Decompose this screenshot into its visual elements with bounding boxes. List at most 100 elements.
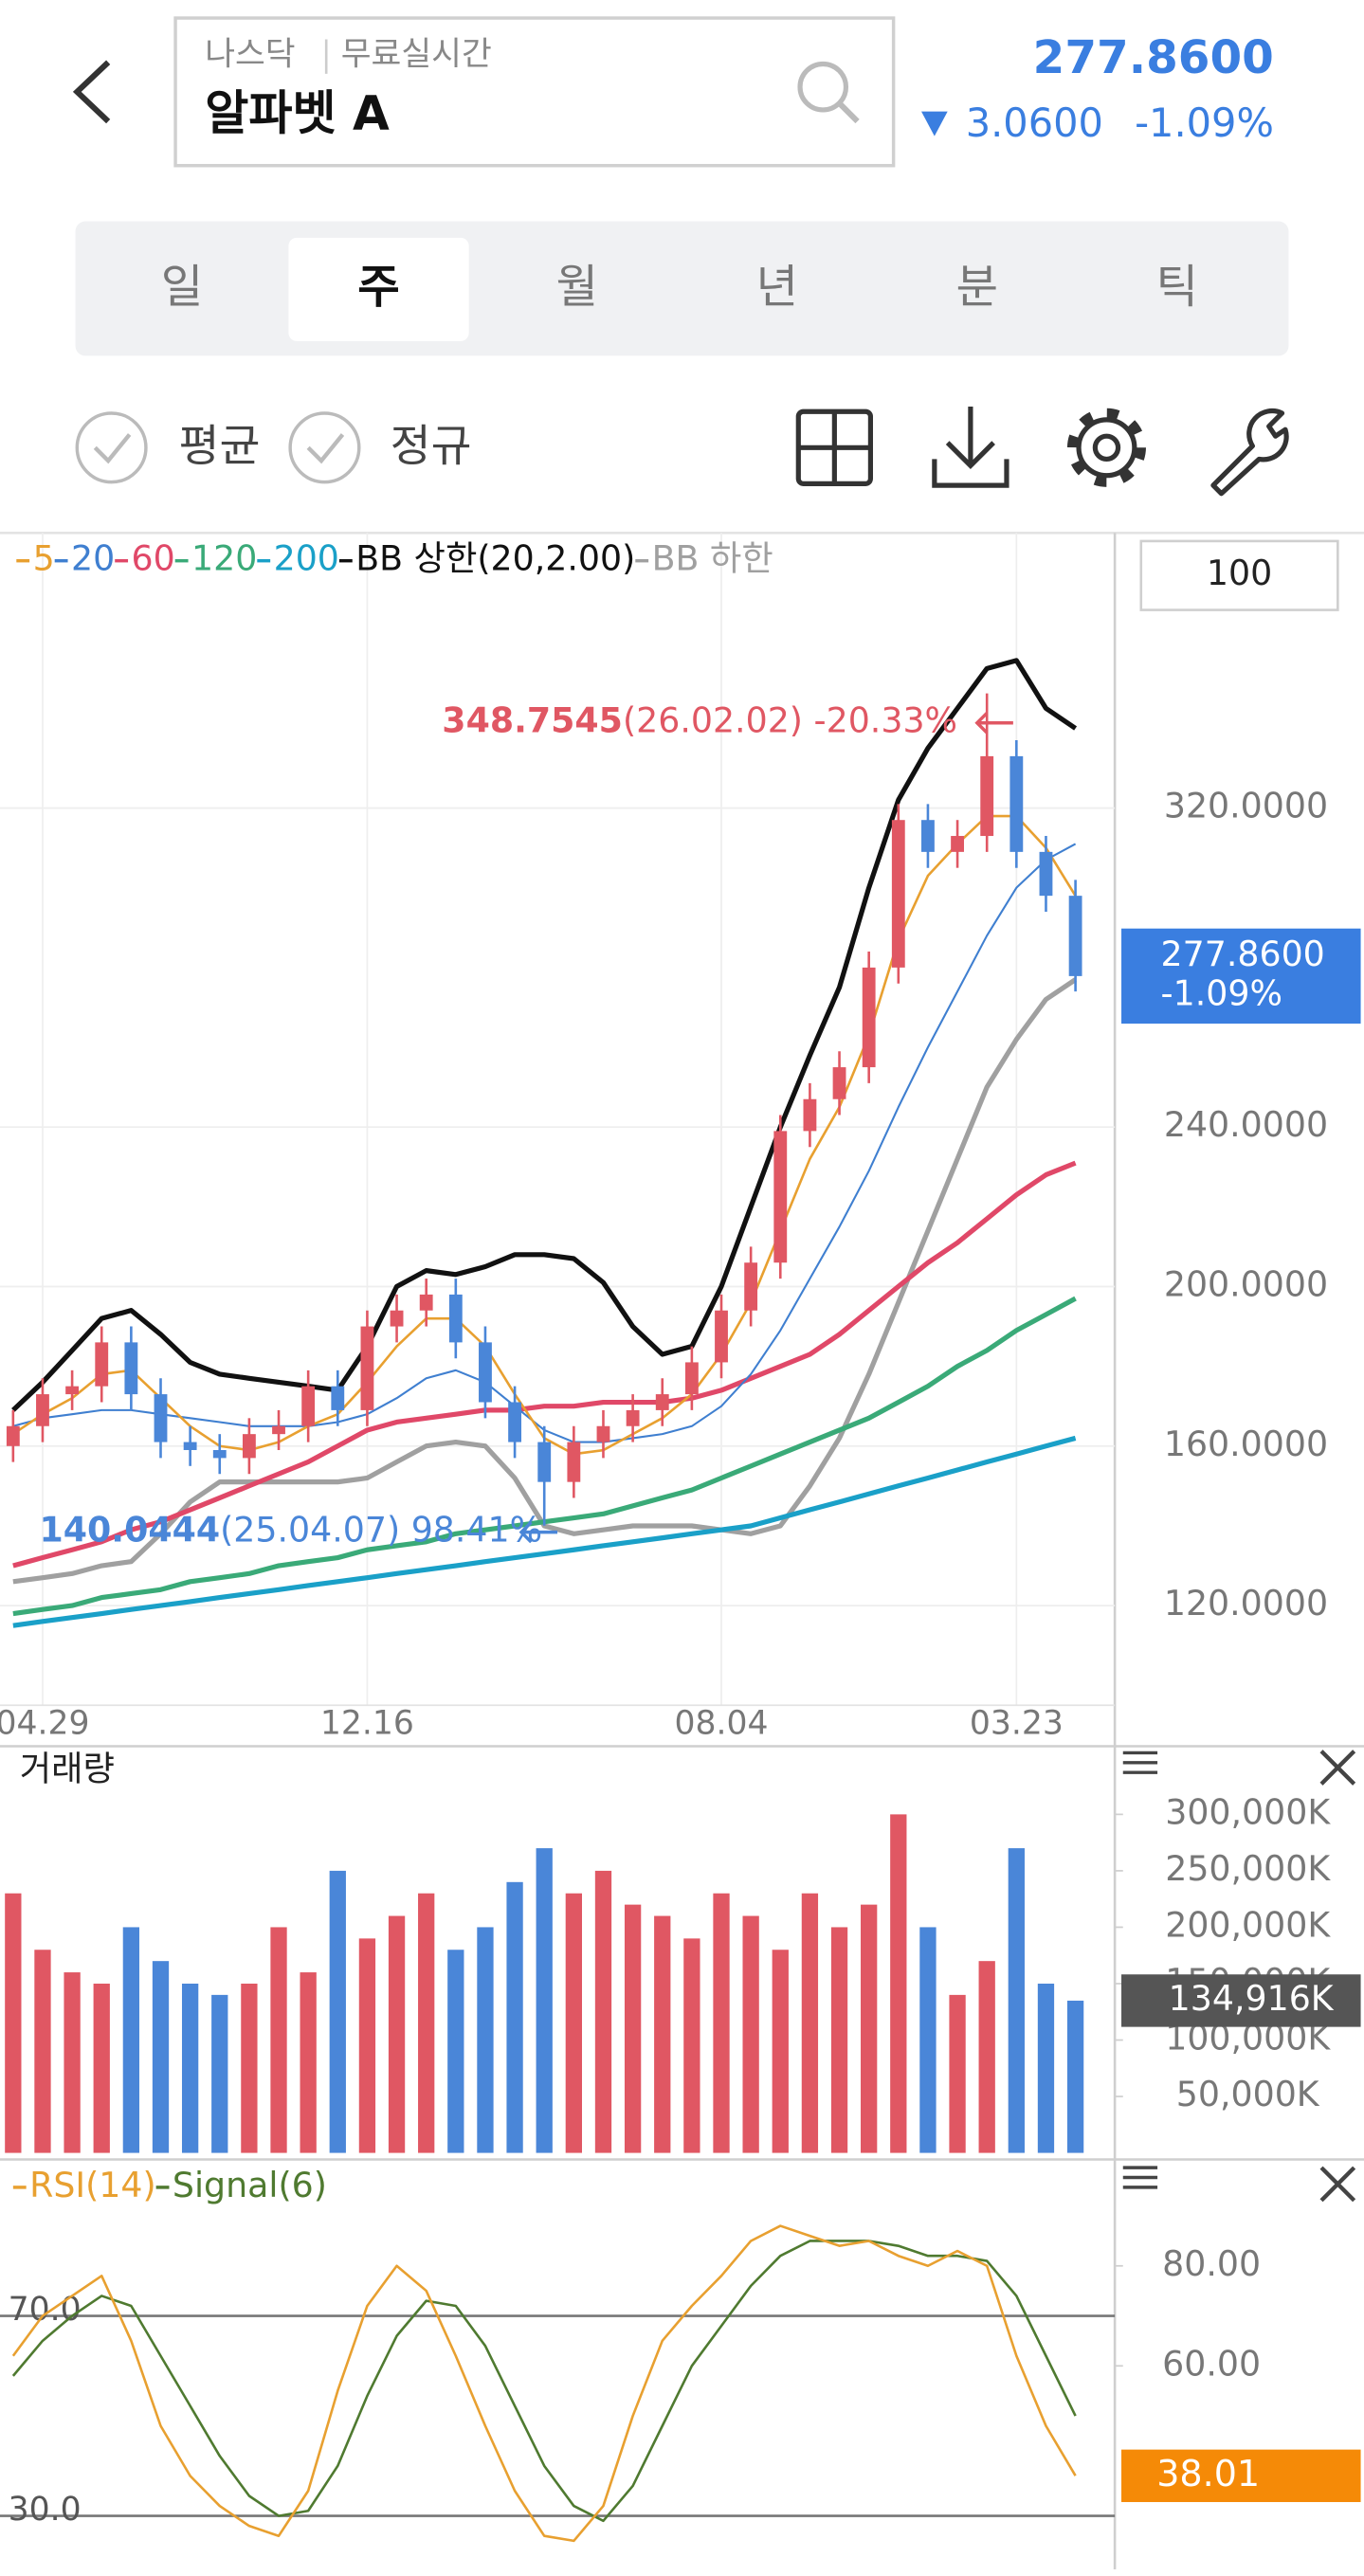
volume-bar	[181, 1983, 199, 2153]
toggle-label[interactable]: 평균	[179, 422, 261, 473]
tab-label[interactable]: 일	[161, 261, 204, 314]
candle-body	[360, 1326, 374, 1410]
x-tick-label: 12.16	[320, 1705, 414, 1743]
candle-body	[596, 1425, 610, 1442]
volume-tag	[1121, 1974, 1361, 2027]
series-line	[12, 1160, 1077, 1569]
legend-label: 20	[71, 538, 115, 579]
volume-bar	[949, 1994, 966, 2153]
candle-body	[537, 1442, 552, 1482]
series-line	[12, 814, 1077, 1456]
volume-bar	[418, 1893, 435, 2153]
y-tick-label: 300,000K	[1165, 1791, 1331, 1832]
y-tick-label: 200.0000	[1164, 1263, 1328, 1304]
volume-bar	[801, 1893, 819, 2153]
candle-body	[951, 836, 964, 852]
candle-body	[980, 755, 994, 837]
close-icon[interactable]	[1319, 2166, 1356, 2203]
y-tick-label: 320.0000	[1164, 786, 1328, 826]
candle-body	[508, 1402, 522, 1442]
series-line	[12, 977, 1078, 1585]
search-icon[interactable]	[797, 61, 849, 113]
candle-body	[626, 1409, 640, 1426]
tab-label[interactable]: 년	[756, 261, 799, 314]
exchange: 나스닥	[205, 35, 295, 73]
tab-label[interactable]: 틱	[1156, 261, 1199, 314]
check-circle[interactable]	[288, 411, 361, 484]
volume-bar	[34, 1950, 51, 2153]
price-tag-change: -1.09%	[1161, 973, 1282, 1014]
change-pct: -1.09%	[1135, 100, 1274, 146]
stock-name: 알파벳 A	[205, 84, 390, 140]
check-circle[interactable]	[75, 411, 148, 484]
candle-body	[655, 1394, 669, 1410]
volume-bar	[830, 1927, 848, 2153]
volume-bar	[388, 1915, 406, 2153]
candle-body	[448, 1294, 463, 1343]
period-input[interactable]	[1139, 539, 1339, 611]
volume-bar	[1008, 1848, 1025, 2153]
check-mark	[306, 433, 345, 464]
volume-bar	[152, 1961, 170, 2153]
back-button[interactable]	[72, 60, 111, 124]
candle-body	[567, 1442, 581, 1482]
max-note: (26.02.02) -20.33%	[623, 700, 957, 741]
period-value[interactable]: 100	[1207, 553, 1272, 593]
x-tick-label: 04.29	[0, 1705, 89, 1743]
candle-body	[891, 820, 905, 968]
menu-icon[interactable]	[1122, 2166, 1158, 2189]
check-mark	[93, 433, 132, 464]
series-line	[11, 2240, 1077, 2523]
candle-body	[301, 1386, 316, 1426]
volume-bar	[565, 1893, 582, 2153]
rsi-tag-label: 38.01	[1156, 2453, 1260, 2494]
tab-label[interactable]: 분	[956, 261, 999, 314]
series-line	[12, 1435, 1077, 1628]
candle-body	[684, 1362, 699, 1395]
download-icon[interactable]	[932, 407, 1009, 488]
volume-bar	[64, 1972, 81, 2153]
volume-tag-label: 134,916K	[1169, 1978, 1335, 2019]
candle-body	[832, 1067, 846, 1099]
close-icon[interactable]	[1319, 1750, 1356, 1786]
series-line	[12, 843, 1077, 1443]
volume-bar	[624, 1904, 642, 2153]
search-box[interactable]	[173, 16, 896, 168]
max-value: 348.7545	[442, 700, 623, 741]
grid-icon[interactable]	[795, 408, 873, 486]
menu-icon[interactable]	[1122, 1751, 1158, 1774]
tab-selected	[288, 237, 469, 341]
y-tick-label: 250,000K	[1165, 1848, 1331, 1889]
candle-body	[331, 1386, 345, 1410]
volume-bar	[594, 1870, 612, 2153]
volume-bar	[772, 1950, 789, 2153]
settings-icon[interactable]	[1066, 408, 1146, 487]
candle-body	[65, 1386, 80, 1395]
volume-bar	[477, 1927, 494, 2153]
candle-body	[36, 1394, 49, 1426]
toggle-label[interactable]: 정규	[391, 422, 472, 473]
volume-bar	[211, 1994, 228, 2153]
y-tick-label: 120.0000	[1164, 1583, 1328, 1624]
candle-body	[95, 1342, 109, 1387]
tab-label[interactable]: 월	[556, 261, 599, 314]
down-triangle	[921, 111, 948, 136]
y-tick-label: 160.0000	[1164, 1424, 1328, 1464]
candle-body	[921, 820, 935, 852]
tab-label[interactable]: 주	[357, 261, 400, 314]
candle-body	[242, 1434, 256, 1459]
series-line	[11, 658, 1078, 1412]
legend-label: BB 상한(20,2.00)	[355, 538, 635, 579]
legend-label: 60	[132, 538, 175, 579]
candle-body	[1039, 851, 1053, 897]
volume-bar	[713, 1893, 730, 2153]
volume-bar	[329, 1870, 346, 2153]
candle-body	[272, 1425, 285, 1435]
max-arrow	[974, 712, 1013, 735]
tools-icon[interactable]	[1210, 408, 1289, 497]
volume-bar	[683, 1938, 700, 2153]
feed: 무료실시간	[341, 35, 492, 73]
